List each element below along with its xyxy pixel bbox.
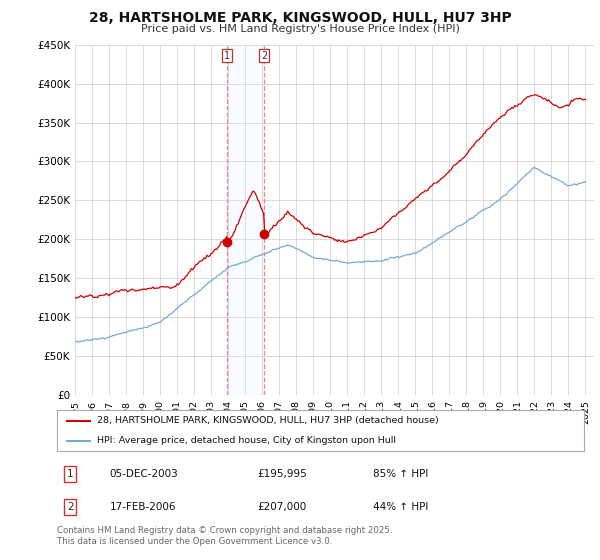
Text: £195,995: £195,995 (257, 469, 307, 479)
Bar (227, 45, 264, 395)
Text: 05-DEC-2003: 05-DEC-2003 (110, 469, 178, 479)
Text: HPI: Average price, detached house, City of Kingston upon Hull: HPI: Average price, detached house, City… (97, 436, 395, 445)
Text: Contains HM Land Registry data © Crown copyright and database right 2025.
This d: Contains HM Land Registry data © Crown c… (57, 526, 392, 546)
Text: 1: 1 (224, 51, 230, 60)
Text: 2: 2 (67, 502, 73, 512)
Text: 85% ↑ HPI: 85% ↑ HPI (373, 469, 428, 479)
Text: £207,000: £207,000 (257, 502, 307, 512)
Text: 28, HARTSHOLME PARK, KINGSWOOD, HULL, HU7 3HP (detached house): 28, HARTSHOLME PARK, KINGSWOOD, HULL, HU… (97, 416, 438, 425)
Text: Price paid vs. HM Land Registry's House Price Index (HPI): Price paid vs. HM Land Registry's House … (140, 24, 460, 34)
Text: 28, HARTSHOLME PARK, KINGSWOOD, HULL, HU7 3HP: 28, HARTSHOLME PARK, KINGSWOOD, HULL, HU… (89, 11, 511, 25)
Text: 2: 2 (261, 51, 268, 60)
Text: 1: 1 (67, 469, 73, 479)
Text: 17-FEB-2006: 17-FEB-2006 (110, 502, 176, 512)
Text: 44% ↑ HPI: 44% ↑ HPI (373, 502, 428, 512)
